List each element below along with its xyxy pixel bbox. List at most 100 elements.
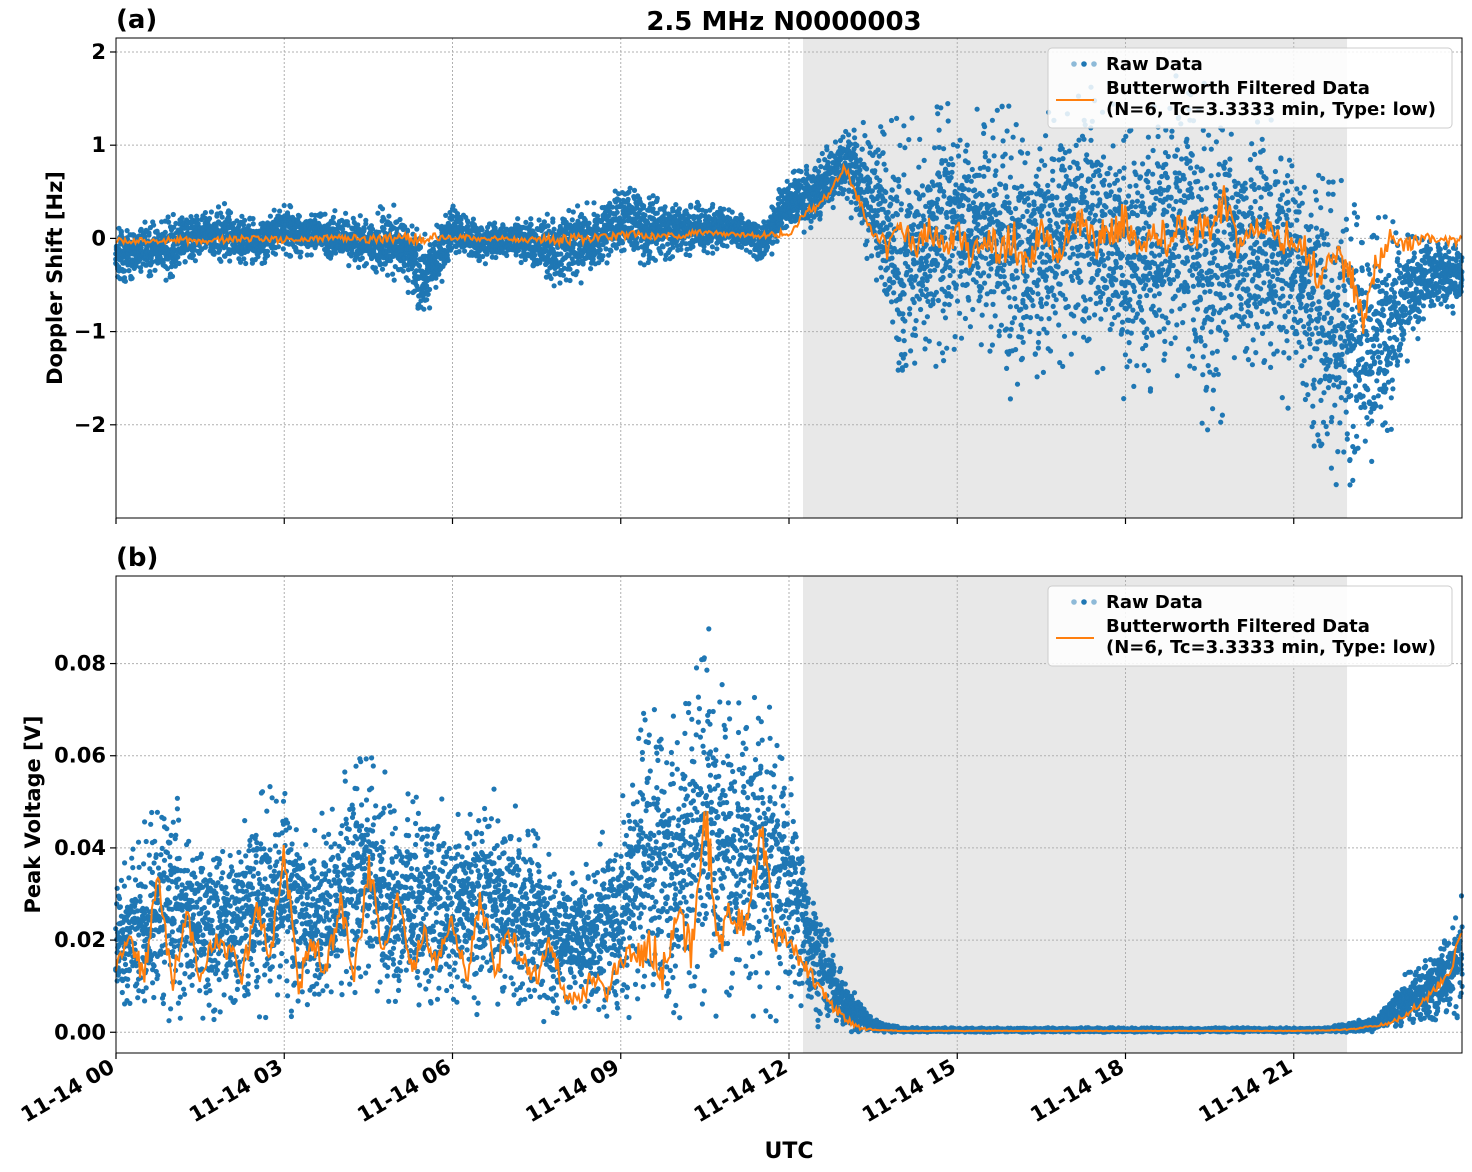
raw-data-point	[848, 141, 854, 147]
raw-data-point	[832, 139, 839, 145]
raw-data-point	[175, 254, 181, 260]
raw-data-point	[815, 169, 822, 175]
raw-data-point	[965, 197, 971, 203]
raw-data-point	[873, 277, 880, 283]
raw-data-point	[117, 276, 123, 282]
raw-data-point	[908, 348, 914, 354]
raw-data-point	[962, 315, 969, 322]
raw-data-point	[363, 261, 369, 267]
raw-data-point	[676, 206, 683, 212]
raw-data-point	[161, 234, 167, 240]
raw-data-point	[819, 150, 825, 157]
raw-data-point	[830, 204, 836, 211]
raw-data-point	[166, 219, 172, 225]
raw-data-point	[910, 284, 916, 290]
raw-data-point	[416, 263, 423, 269]
raw-data-point	[528, 222, 534, 228]
raw-data-point	[608, 248, 614, 254]
raw-data-point	[264, 248, 271, 254]
raw-data-point	[964, 142, 970, 148]
raw-data-point	[895, 176, 902, 182]
raw-data-point	[551, 283, 557, 289]
raw-data-point	[921, 320, 927, 326]
raw-data-point	[445, 257, 451, 263]
raw-data-point	[894, 198, 900, 204]
raw-data-point	[867, 179, 873, 185]
raw-data-point	[964, 281, 970, 287]
raw-data-point	[304, 252, 310, 258]
raw-data-point	[148, 272, 154, 278]
raw-data-point	[808, 225, 814, 231]
raw-data-point	[888, 299, 895, 305]
raw-data-point	[852, 135, 858, 141]
raw-data-point	[896, 336, 902, 342]
raw-data-point	[422, 231, 428, 237]
raw-data-point	[439, 278, 445, 284]
raw-data-point	[551, 226, 557, 232]
raw-data-point	[163, 277, 169, 283]
raw-data-point	[709, 244, 716, 250]
raw-data-point	[944, 345, 950, 351]
raw-data-point	[884, 291, 890, 297]
raw-data-point	[910, 226, 916, 233]
raw-data-point	[957, 137, 963, 143]
raw-data-point	[678, 246, 684, 252]
raw-data-point	[954, 213, 961, 219]
raw-data-point	[710, 201, 716, 208]
raw-data-point	[968, 178, 974, 184]
raw-data-point	[425, 291, 431, 297]
raw-data-point	[918, 306, 924, 313]
raw-data-point	[927, 268, 933, 274]
raw-data-point	[436, 271, 442, 277]
raw-data-point	[548, 275, 554, 282]
raw-data-point	[169, 273, 176, 279]
raw-data-point	[665, 241, 671, 247]
raw-data-point	[138, 245, 144, 251]
raw-data-point	[881, 131, 887, 137]
raw-data-point	[877, 177, 883, 184]
raw-data-point	[277, 208, 283, 214]
raw-data-point	[604, 260, 610, 266]
raw-data-point	[262, 259, 268, 266]
raw-data-point	[951, 346, 957, 352]
raw-data-point	[848, 215, 854, 221]
raw-data-point	[688, 204, 694, 210]
raw-data-point	[958, 335, 965, 341]
raw-data-point	[433, 284, 439, 290]
raw-data-point	[322, 211, 328, 217]
raw-data-point	[966, 187, 972, 193]
raw-data-point	[933, 363, 939, 369]
raw-data-point	[898, 207, 904, 213]
raw-data-point	[921, 217, 927, 223]
raw-data-point	[900, 311, 906, 317]
raw-data-point	[662, 204, 668, 210]
raw-data-point	[901, 123, 907, 129]
raw-data-point	[956, 153, 962, 159]
raw-data-point	[634, 240, 640, 246]
raw-data-point	[854, 142, 860, 149]
raw-data-point	[958, 269, 965, 275]
raw-data-point	[242, 217, 248, 223]
raw-data-point	[909, 115, 915, 121]
raw-data-point	[600, 253, 606, 259]
raw-data-point	[886, 217, 892, 223]
raw-data-point	[902, 318, 908, 324]
raw-data-point	[935, 111, 941, 117]
raw-data-point	[894, 115, 900, 121]
raw-data-point	[934, 261, 941, 267]
raw-data-point	[625, 196, 631, 202]
raw-data-point	[297, 254, 303, 260]
raw-data-point	[959, 213, 965, 219]
raw-data-point	[264, 253, 271, 259]
raw-data-point	[908, 267, 914, 273]
raw-data-point	[427, 286, 433, 293]
raw-data-point	[869, 253, 875, 259]
raw-data-point	[409, 223, 415, 229]
raw-data-point	[591, 200, 597, 206]
raw-data-point	[891, 279, 897, 285]
raw-data-point	[226, 217, 232, 223]
raw-data-point	[880, 150, 886, 156]
raw-data-point	[557, 280, 563, 286]
raw-data-point	[222, 243, 229, 249]
raw-data-point	[954, 191, 960, 197]
